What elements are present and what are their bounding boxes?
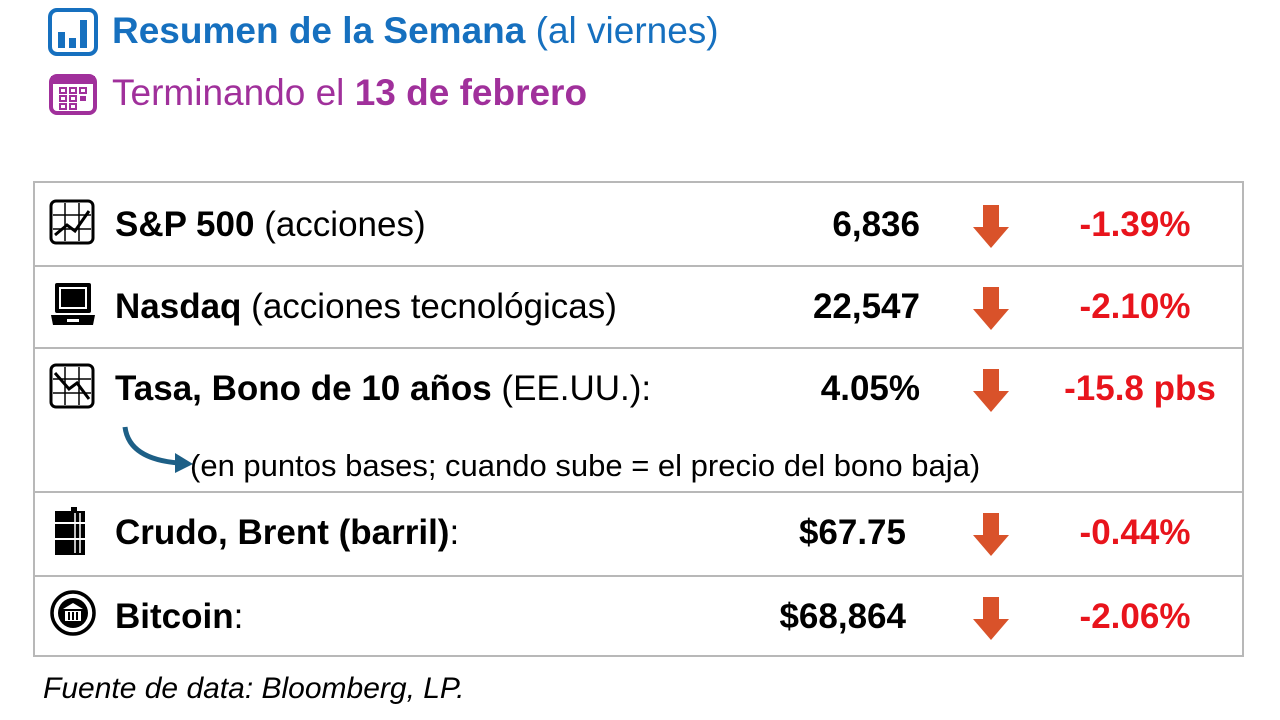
chart-up-icon	[49, 199, 95, 245]
down-arrow-icon	[973, 287, 1009, 330]
change: -15.8 pbs	[1064, 369, 1216, 408]
value: 22,547	[812, 287, 920, 326]
page-title: Resumen de la Semana (al viernes)	[112, 10, 719, 51]
value: 6,836	[832, 205, 920, 244]
market-table: S&P 500 (acciones) 6,836 -1.39% Nasdaq (…	[33, 181, 1244, 657]
divider	[35, 347, 1242, 349]
table-row: Bitcoin: $68,864 -2.06%	[35, 575, 1242, 659]
change: -0.44%	[1079, 513, 1191, 552]
down-arrow-icon	[973, 597, 1009, 640]
table-row: S&P 500 (acciones) 6,836 -1.39%	[35, 183, 1242, 267]
calendar-icon	[49, 74, 97, 115]
change: -2.06%	[1079, 597, 1191, 636]
table-row: Tasa, Bono de 10 años (EE.UU.): 4.05% -1…	[35, 347, 1242, 491]
bank-coin-icon	[50, 590, 96, 636]
source-note: Fuente de data: Bloomberg, LP.	[43, 672, 465, 705]
divider	[35, 575, 1242, 577]
table-row: Crudo, Brent (barril): $67.75 -0.44%	[35, 491, 1242, 575]
down-arrow-icon	[973, 513, 1009, 556]
oil-barrel-icon	[55, 507, 85, 555]
bar-chart-icon	[48, 8, 98, 56]
subtitle: Terminando el 13 de febrero	[112, 72, 588, 113]
curved-arrow-icon	[122, 426, 193, 473]
chart-down-icon	[49, 363, 95, 409]
change: -2.10%	[1079, 287, 1191, 326]
divider	[35, 491, 1242, 493]
value: $68,864	[779, 597, 906, 636]
laptop-icon	[51, 283, 95, 325]
value: $67.75	[798, 513, 906, 552]
bond-note: (en puntos bases; cuando sube = el preci…	[190, 448, 981, 483]
change: -1.39%	[1079, 205, 1191, 244]
value: 4.05%	[820, 369, 920, 408]
down-arrow-icon	[973, 205, 1009, 248]
down-arrow-icon	[973, 369, 1009, 412]
table-row: Nasdaq (acciones tecnológicas) 22,547 -2…	[35, 265, 1242, 349]
divider	[35, 265, 1242, 267]
